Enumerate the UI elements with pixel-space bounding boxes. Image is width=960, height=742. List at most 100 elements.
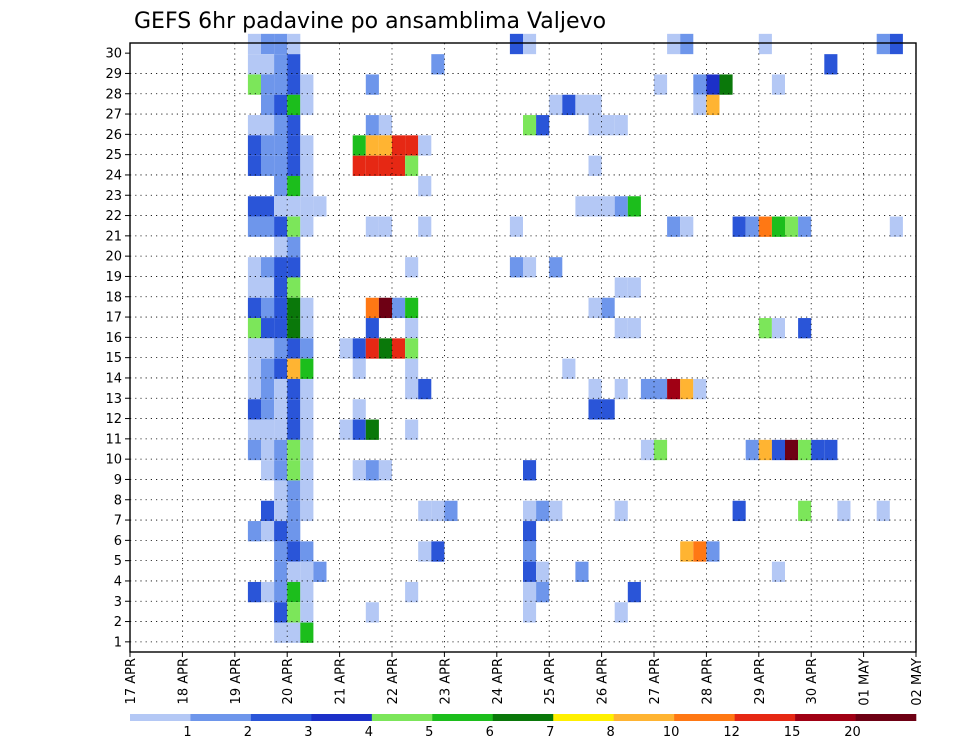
x-tick-label: 24 APR (491, 658, 506, 704)
heatmap-cell (418, 216, 432, 237)
heatmap-cell (798, 439, 812, 461)
heatmap-cell (745, 216, 759, 237)
heatmap-cell (352, 135, 366, 156)
y-tick-label: 21 (105, 229, 122, 244)
heatmap-cell (523, 460, 537, 481)
heatmap-cell (300, 500, 314, 522)
x-tick-label: 25 APR (543, 658, 558, 704)
heatmap-cell (287, 358, 301, 379)
heatmap-cell (640, 378, 654, 400)
heatmap-cell (798, 500, 812, 522)
y-tick-label: 18 (105, 290, 122, 305)
heatmap-cell (261, 33, 275, 55)
heatmap-cell (247, 419, 261, 440)
heatmap-cell (811, 439, 825, 461)
heatmap-cell (261, 500, 275, 522)
heatmap-cell (300, 358, 314, 379)
heatmap-cell (536, 581, 550, 603)
heatmap-cell (274, 54, 288, 75)
heatmap-cell (785, 439, 799, 461)
heatmap-cell (287, 115, 301, 136)
x-tick-label: 02 MAY (910, 658, 925, 706)
heatmap-cell (261, 74, 275, 95)
heatmap-cell (523, 602, 537, 623)
heatmap-cell (247, 358, 261, 379)
colorbar-label: 4 (365, 725, 373, 740)
heatmap-cell (287, 297, 301, 319)
heatmap-cell (287, 74, 301, 95)
x-tick-label: 30 APR (805, 658, 820, 704)
heatmap-cell (287, 378, 301, 400)
colorbar-swatch (734, 714, 796, 721)
heatmap-cell (300, 378, 314, 400)
colorbar-label: 8 (607, 725, 615, 740)
colorbar-swatch (553, 714, 614, 721)
heatmap-cell (261, 399, 275, 420)
x-axis-ticks: 17 APR 18 APR 19 APR 20 APR 21 APR 22 APR 23 A… (124, 652, 925, 706)
colorbar-swatch (795, 714, 856, 721)
heatmap-cell (287, 399, 301, 420)
colorbar-label: 6 (486, 725, 494, 740)
x-tick-label: 01 MAY (858, 658, 873, 706)
heatmap-cell (509, 33, 523, 55)
y-tick-label: 11 (105, 432, 122, 447)
heatmap-cell (261, 257, 275, 278)
heatmap-cell (300, 135, 314, 156)
colorbar-label: 3 (304, 725, 312, 740)
heatmap-cell (680, 378, 694, 400)
heatmap-cell (300, 297, 314, 319)
x-tick-label: 17 APR (124, 658, 139, 704)
heatmap-cell (562, 94, 576, 116)
heatmap-cell (758, 33, 772, 55)
heatmap-cell (889, 33, 903, 55)
heatmap-cell (247, 257, 261, 278)
y-tick-label: 28 (105, 87, 122, 102)
heatmap-cell (274, 115, 288, 136)
heatmap-cell (247, 74, 261, 95)
heatmap-cell (287, 216, 301, 237)
heatmap-cell (614, 196, 628, 217)
heatmap-cell (274, 480, 288, 501)
heatmap-cell (287, 480, 301, 501)
heatmap-cell (758, 216, 772, 237)
heatmap-cell (274, 74, 288, 95)
heatmap-cell (588, 94, 602, 116)
heatmap-cell (287, 338, 301, 359)
heatmap-cell (378, 297, 392, 319)
heatmap-cell (732, 500, 746, 522)
heatmap-cell (601, 115, 615, 136)
heatmap-cell (824, 54, 838, 75)
heatmap-cell (444, 500, 458, 522)
heatmap-cell (274, 338, 288, 359)
y-tick-label: 25 (105, 148, 122, 163)
plot-frame (129, 42, 917, 653)
heatmap-cell (287, 196, 301, 217)
heatmap-cell (365, 419, 379, 440)
heatmap-cell (300, 94, 314, 116)
heatmap-cell (523, 33, 537, 55)
heatmap-cell (261, 581, 275, 603)
heatmap-cell (614, 602, 628, 623)
heatmap-cell (261, 155, 275, 176)
colorbar-swatch (492, 714, 554, 721)
y-tick-label: 16 (105, 331, 122, 346)
heatmap-cell (601, 196, 615, 217)
x-tick-label: 21 APR (334, 658, 349, 704)
heatmap-cell (352, 460, 366, 481)
heatmap-cell (287, 236, 301, 258)
y-tick-label: 24 (105, 168, 122, 183)
heatmap-cell (601, 297, 615, 319)
y-axis-ticks: 1234567891011121314151617181920212223242… (105, 47, 130, 650)
heatmap-cell (352, 155, 366, 176)
colorbar-label: 7 (546, 725, 554, 740)
y-tick-label: 29 (105, 67, 122, 82)
heatmap-cell (418, 500, 432, 522)
heatmap-cell (575, 94, 589, 116)
heatmap-cell (654, 439, 668, 461)
heatmap-cell (392, 135, 406, 156)
heatmap-cell (876, 500, 890, 522)
heatmap-cell (392, 338, 406, 359)
heatmap-cell (405, 378, 419, 400)
heatmap-cell (365, 135, 379, 156)
y-tick-label: 5 (114, 554, 122, 569)
